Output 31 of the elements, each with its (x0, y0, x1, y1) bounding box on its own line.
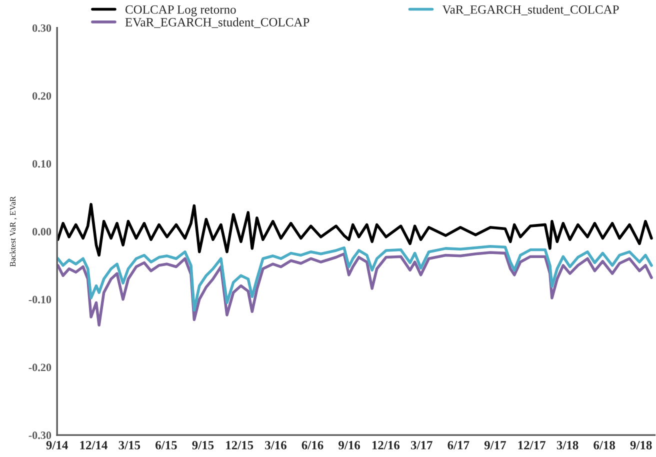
y-tick-label: -0.20 (28, 364, 52, 372)
y-tick-label: 0.30 (32, 24, 52, 32)
y-tick-label: -0.10 (28, 296, 52, 304)
y-tick-label: 0.20 (32, 92, 52, 100)
y-tick-label: -0.30 (28, 432, 52, 440)
x-tick-label: 12/16 (372, 441, 400, 450)
x-tick-label: 3/18 (556, 440, 578, 450)
x-tick-label: 12/15 (226, 441, 254, 450)
line-series (57, 202, 653, 257)
x-tick-label: 3/17 (410, 441, 432, 450)
line-series (57, 245, 653, 312)
y-tick-label: 0.00 (32, 228, 52, 236)
legend-label: COLCAP Log retorno (125, 5, 236, 16)
legend-label: EVaR_EGARCH_student_COLCAP (125, 18, 310, 28)
legend-label: VaR_EGARCH_student_COLCAP (442, 4, 619, 16)
x-tick-label: 6/16 (302, 441, 324, 450)
x-tick-label: 9/14 (46, 441, 68, 450)
x-tick-label: 6/15 (156, 441, 177, 450)
x-tick-label: 3/16 (265, 441, 286, 450)
x-tick-label: 12/17 (518, 441, 546, 450)
x-tick-label: 6/18 (594, 440, 616, 450)
x-tick-label: 9/16 (338, 441, 360, 450)
y-tick-label: 0.10 (32, 160, 52, 168)
x-tick-label: 6/17 (448, 441, 470, 450)
x-tick-label: 9/17 (484, 441, 506, 450)
line-series (57, 251, 653, 327)
x-tick-label: 9/18 (630, 440, 652, 450)
x-tick-label: 12/14 (80, 441, 108, 450)
x-tick-label: 9/15 (192, 441, 214, 450)
x-tick-label: 3/15 (118, 441, 140, 450)
y-axis-title: Backtest VaR , EVaR (10, 196, 17, 267)
